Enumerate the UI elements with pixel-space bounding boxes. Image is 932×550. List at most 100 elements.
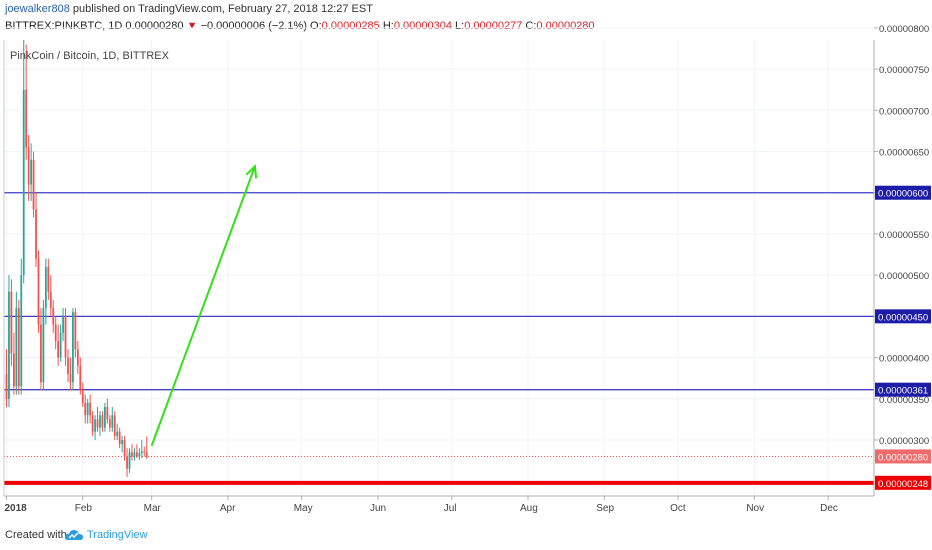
time-axis[interactable]: 2018 Feb Mar Apr May Jun Jul Aug Sep Oct Nov Dec	[5, 496, 838, 514]
ohlc-close-label: C:	[525, 20, 537, 32]
candle-body	[40, 324, 42, 383]
plot-area[interactable]	[4, 40, 874, 496]
price-change: −0.00000006 (−2.1%)	[200, 20, 307, 32]
time-tick-label: Jul	[444, 503, 457, 514]
candles	[5, 40, 148, 478]
price-chart[interactable]: PinkCoin / Bitcoin, 1D, BITTREX 0.000008…	[0, 0, 932, 522]
symbol-line: BITTREX:PINKBTC, 1D 0.00000280 ▼ −0.0000…	[5, 20, 595, 32]
candle-body	[145, 452, 148, 457]
candle-body	[37, 258, 40, 325]
level-tag-label: 0.00000361	[878, 386, 928, 397]
candle-body	[84, 402, 87, 416]
price-tick-label: 0.00000400	[879, 354, 929, 365]
candle-body	[143, 451, 146, 453]
candle-body	[133, 452, 136, 457]
ohlc-high-value: 0.00000304	[393, 20, 452, 32]
down-arrow-icon: ▼	[186, 20, 198, 32]
candle-body	[91, 415, 94, 432]
candle-body	[47, 266, 50, 292]
level-tag	[875, 382, 931, 397]
candle-body	[49, 291, 52, 309]
candle-body	[121, 439, 124, 445]
level-tag	[875, 309, 931, 324]
candle-body	[32, 159, 35, 210]
symbol-name: BITTREX:PINKBTC, 1D	[5, 20, 123, 32]
price-tick-label: 0.00000550	[879, 230, 929, 241]
publisher-username[interactable]: joewalker808	[5, 3, 70, 15]
level-tag-label: 0.00000450	[878, 312, 928, 323]
tradingview-brand-link[interactable]: TradingView	[87, 529, 148, 541]
candle-body	[30, 159, 32, 185]
candle-body	[67, 357, 69, 375]
chart-title: PinkCoin / Bitcoin, 1D, BITTREX	[10, 50, 170, 62]
candle-body	[131, 452, 133, 457]
time-tick-label: Nov	[746, 503, 764, 514]
published-text: published on TradingView.com, February 2…	[72, 3, 373, 15]
candle-body	[22, 89, 25, 276]
candle-body	[44, 266, 47, 309]
candle-body	[128, 452, 131, 469]
level-tag	[875, 185, 931, 200]
price-tick-label: 0.00000750	[879, 65, 929, 76]
candle-body	[20, 275, 23, 387]
price-tick-label: 0.00000650	[879, 148, 929, 159]
price-tags: 0.00000600 0.00000450 0.00000361 0.00000248…	[875, 185, 931, 490]
candle-body	[12, 353, 15, 387]
ohlc-high-label: H:	[382, 20, 394, 32]
candle-body	[111, 415, 114, 428]
trend-arrow[interactable]	[150, 164, 258, 447]
time-tick-label: Aug	[520, 503, 538, 514]
candle-body	[64, 316, 67, 358]
ohlc-low-value: 0.00000277	[464, 20, 523, 32]
candle-body	[89, 402, 92, 416]
time-tick-label: May	[294, 503, 313, 514]
candle-body	[74, 312, 77, 350]
candle-body	[104, 406, 106, 428]
time-tick-label: Feb	[75, 503, 93, 514]
candle-body	[108, 419, 111, 428]
candle-body	[25, 89, 28, 148]
candle-body	[94, 419, 96, 432]
price-tick-label: 0.00000350	[879, 395, 929, 406]
time-tick-label: Sep	[596, 503, 614, 514]
candle-body	[54, 324, 57, 342]
level-tag	[875, 475, 931, 490]
candle-body	[99, 415, 101, 428]
candle-body	[140, 451, 143, 454]
price-tick-label: 0.00000700	[879, 106, 929, 117]
time-tick-label: Oct	[670, 503, 686, 514]
candle-body	[57, 341, 60, 358]
price-tick-label: 0.00000500	[879, 271, 929, 282]
candle-body	[8, 291, 10, 399]
candle-body	[116, 431, 119, 436]
price-tick-label: 0.00000300	[879, 436, 929, 447]
candle-body	[76, 349, 79, 366]
time-tick-label: 2018	[5, 503, 28, 514]
level-tag-label: 0.00000248	[878, 479, 928, 490]
candle-body	[59, 332, 62, 358]
last-price-tag-label: 0.00000280	[878, 452, 928, 463]
price-tick-label: 0.00000800	[879, 24, 929, 35]
created-with-text: Created with	[5, 529, 67, 541]
horizontal-levels[interactable]	[4, 192, 874, 485]
candle-body	[138, 453, 141, 457]
last-price-tag	[875, 449, 931, 464]
candle-body	[123, 439, 126, 457]
candle-body	[35, 209, 37, 259]
candle-body	[106, 406, 109, 420]
candle-body	[86, 402, 89, 416]
time-tick-label: Apr	[220, 503, 236, 514]
candle-body	[118, 431, 121, 445]
candle-body	[52, 308, 55, 325]
candle-body	[96, 419, 99, 428]
tradingview-logo-icon[interactable]	[64, 527, 84, 543]
candle-body	[5, 374, 8, 399]
footer: Created with TradingView	[0, 522, 932, 550]
candle-body	[15, 308, 18, 387]
candle-body	[81, 390, 84, 403]
candle-body	[101, 415, 104, 428]
last-price: 0.00000280	[125, 20, 184, 32]
candle-body	[135, 452, 138, 457]
candle-body	[126, 456, 128, 469]
candle-body	[10, 291, 13, 354]
